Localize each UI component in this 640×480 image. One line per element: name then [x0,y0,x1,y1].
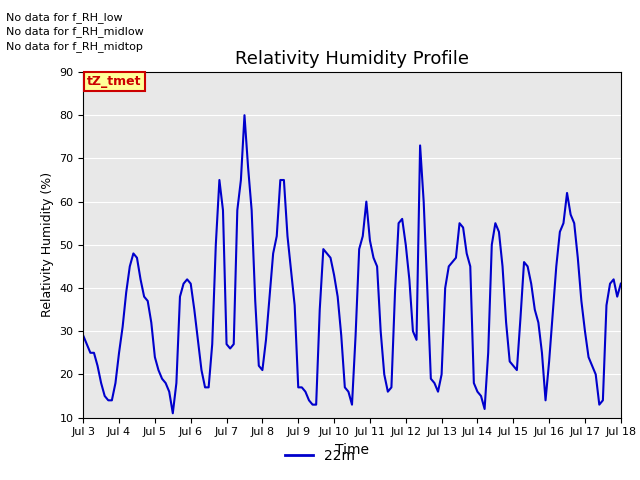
Legend: 22m: 22m [280,443,360,468]
Text: tZ_tmet: tZ_tmet [88,75,142,88]
Text: No data for f_RH_midlow: No data for f_RH_midlow [6,26,144,37]
Text: No data for f_RH_low: No data for f_RH_low [6,12,123,23]
X-axis label: Time: Time [335,443,369,457]
Text: No data for f_RH_midtop: No data for f_RH_midtop [6,41,143,52]
Title: Relativity Humidity Profile: Relativity Humidity Profile [235,49,469,68]
Y-axis label: Relativity Humidity (%): Relativity Humidity (%) [41,172,54,317]
